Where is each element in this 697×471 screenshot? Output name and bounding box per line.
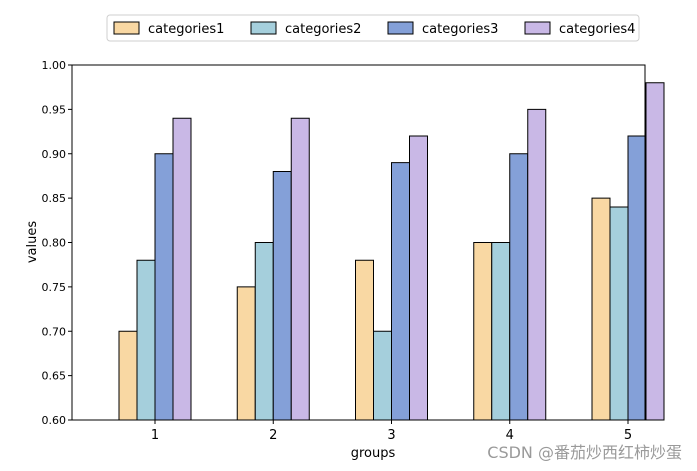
y-tick-label: 0.90	[42, 148, 67, 161]
x-tick-label: 4	[506, 428, 514, 443]
y-tick-label: 0.95	[42, 103, 67, 116]
x-tick-label: 5	[624, 428, 632, 443]
bar-series1-group5	[591, 197, 611, 421]
legend-label-4: categories4	[559, 22, 635, 37]
bar-series3-group1	[154, 153, 174, 421]
bar-series4-group4	[527, 108, 547, 421]
y-tick-label: 0.65	[42, 370, 67, 383]
x-tick-label: 1	[151, 428, 159, 443]
legend-swatch-3	[387, 21, 414, 35]
y-tick-label: 1.00	[42, 59, 67, 72]
x-tick-label: 2	[269, 428, 277, 443]
legend-label-3: categories3	[422, 22, 498, 37]
bar-series3-group4	[509, 153, 529, 421]
x-axis-label: groups	[351, 446, 396, 461]
plot-frame	[71, 64, 646, 421]
x-tick-label: 3	[387, 428, 395, 443]
legend-swatch-4	[524, 21, 551, 35]
bar-series1-group2	[236, 286, 256, 421]
y-tick-label: 0.85	[42, 192, 67, 205]
legend-label-2: categories2	[285, 22, 361, 37]
watermark-text: CSDN @番茄炒西红柿炒蛋	[487, 443, 682, 462]
bar-series1-group1	[118, 330, 138, 421]
y-tick-label: 0.60	[42, 414, 67, 427]
bar-series1-group3	[355, 259, 374, 421]
legend-label-1: categories1	[148, 22, 224, 37]
bar-series2-group4	[491, 242, 511, 421]
x-axis-ticks: 1 2 3 4 5	[151, 420, 632, 443]
legend: categories1 categories2 categories3 categor…	[106, 14, 640, 42]
bar-series2-group2	[254, 242, 274, 421]
legend-swatch-1	[113, 21, 140, 35]
bar-series3-group5	[627, 135, 647, 421]
bars-layer	[118, 82, 665, 421]
y-tick-label: 0.70	[42, 325, 67, 338]
y-tick-label: 0.75	[42, 281, 67, 294]
y-tick-label: 0.80	[42, 237, 67, 250]
y-axis-ticks: 0.60 0.65 0.70 0.75 0.80 0.85 0.90 0.95 1.00	[42, 59, 72, 427]
bar-series2-group5	[609, 206, 629, 421]
bar-series3-group3	[391, 162, 410, 421]
bar-series3-group2	[272, 171, 292, 421]
bar-series2-group3	[373, 330, 392, 421]
legend-swatch-2	[250, 21, 277, 35]
bar-series2-group1	[136, 259, 156, 421]
y-axis-label: values	[25, 221, 40, 264]
bar-series4-group3	[409, 135, 428, 421]
bar-series4-group2	[290, 117, 310, 421]
bar-series4-group1	[172, 117, 192, 421]
bar-series4-group5	[645, 82, 665, 421]
legend-box	[106, 14, 640, 42]
bar-series1-group4	[473, 242, 493, 421]
